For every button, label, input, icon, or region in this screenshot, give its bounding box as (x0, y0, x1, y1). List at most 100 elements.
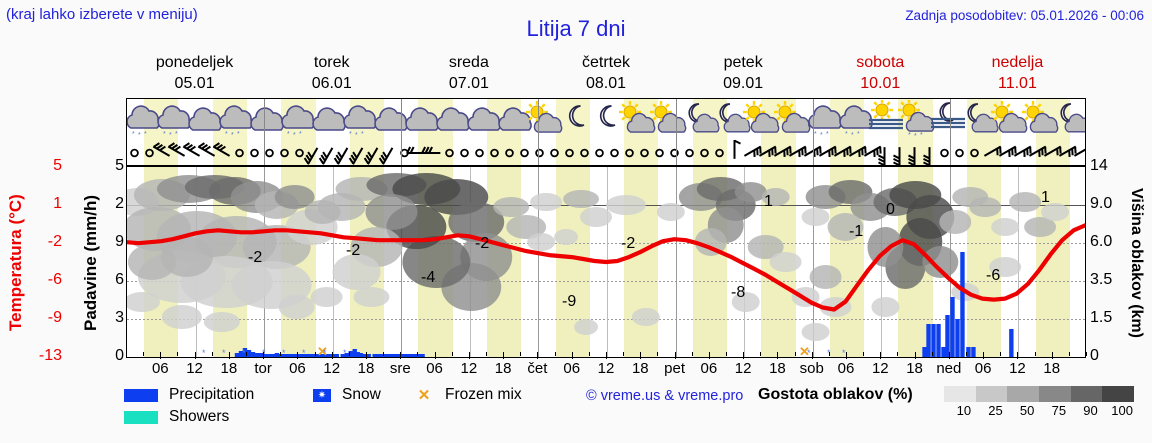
cloud-density-blob (761, 188, 790, 206)
x-axis-label: 06 (426, 360, 443, 377)
chart-gridline (127, 281, 1085, 282)
svg-text:*: * (920, 132, 923, 138)
x-axis-label: 18 (357, 360, 375, 377)
wind-barb (893, 147, 901, 165)
temperature-curve-layer (127, 223, 1085, 312)
cloud-density-blob (631, 308, 660, 326)
precipitation-bar (286, 354, 292, 357)
cloud-density-blob (769, 252, 802, 272)
cloud-density-blob (563, 190, 600, 208)
precipitation-bar (362, 354, 367, 357)
location-menu-note[interactable]: (kraj lahko izberete v meniju) (6, 6, 198, 23)
x-axis-minor-tick (400, 352, 402, 356)
precipitation-bar (400, 354, 405, 357)
day-separator (538, 99, 540, 165)
wind-calm-marker (235, 148, 244, 158)
x-axis-minor-tick (966, 352, 967, 356)
x-axis-minor-tick (1034, 352, 1036, 356)
precipitation-bar (941, 347, 946, 357)
wind-calm-marker (580, 148, 589, 158)
x-axis-minor-tick (417, 352, 419, 356)
axis-tick-label: 14 (1090, 157, 1108, 174)
cloud-density-blob (922, 246, 959, 278)
precipitation-bar (931, 324, 936, 357)
temperature-point-label: -4 (421, 269, 436, 286)
wind-barb (983, 145, 1002, 157)
x-axis-minor-tick (760, 352, 762, 356)
day-header-4: četrtek 08.01 (537, 52, 674, 96)
wind-barb (421, 146, 441, 154)
precipitation-bar (254, 353, 260, 357)
cloud-density-scale-segment (1007, 386, 1040, 402)
precipitation-bar (266, 354, 272, 357)
temperature-point-label: 1 (1041, 189, 1050, 206)
weather-icon-moon-cloud (710, 100, 751, 138)
wind-barb-row (130, 139, 1085, 165)
legend-label-precipitation: Precipitation (169, 386, 255, 403)
x-axis-label: 06 (289, 360, 306, 377)
x-axis-minor-tick (434, 352, 436, 356)
wind-calm-marker (145, 148, 154, 158)
axis-tick-label: -13 (38, 347, 62, 364)
snow-icon: * (302, 348, 306, 358)
cloud-density-blob (506, 215, 547, 239)
x-axis-minor-tick (228, 352, 230, 356)
frozen-mix-icon: ✕ (317, 344, 328, 358)
x-axis-minor-tick (126, 352, 127, 356)
cloud-density-blob (809, 265, 842, 289)
x-axis-label: 06 (151, 360, 169, 377)
x-axis-label: 18 (631, 360, 649, 377)
cloud-density-blob (1041, 203, 1070, 221)
precipitation-bar (274, 353, 280, 357)
precipitation-bar (380, 354, 385, 357)
x-axis-minor-tick (931, 352, 933, 356)
x-axis-minor-tick (657, 352, 659, 356)
svg-text:*: * (857, 131, 860, 138)
cloud-density-scale (944, 386, 1135, 402)
temperature-point-label: 1 (764, 193, 773, 210)
axis-tick-label: -2 (47, 233, 62, 250)
precipitation-bar (352, 349, 357, 357)
svg-text:*: * (814, 131, 817, 138)
x-axis-minor-tick (1068, 352, 1070, 356)
cloud-density-blob (580, 207, 612, 227)
day-date: 05.01 (174, 75, 215, 92)
day-header-6: sobota 10.01 (812, 52, 949, 96)
axis-tick-label: 0 (1090, 347, 1099, 364)
wind-barb (878, 147, 886, 165)
x-axis-minor-tick (828, 352, 830, 356)
legend-item-snow: ✷ Snow (313, 385, 381, 405)
wind-calm-marker (265, 148, 274, 158)
wind-calm-marker (520, 148, 529, 158)
weather-icon-moon (586, 100, 626, 138)
precipitation-bar (926, 324, 931, 357)
wind-barb (167, 142, 186, 157)
x-axis-minor-tick (691, 352, 693, 356)
axis-tick-label: -9 (47, 309, 62, 326)
precipitation-bar (412, 354, 417, 357)
axis-tick-label: 0 (115, 347, 124, 364)
snow-icon: * (222, 348, 226, 358)
precipitation-bar (302, 354, 308, 357)
axis-tick-label: 9 (115, 233, 124, 250)
wind-barb (758, 145, 777, 158)
cloud-density-blob (310, 287, 343, 307)
weather-icon-moon-fog (927, 100, 967, 138)
cloud-density-blob (991, 218, 1020, 236)
precipitation-bar (388, 354, 393, 357)
weather-icon-partly-sunny (741, 100, 781, 138)
day-name: sobota (856, 54, 905, 71)
day-header-7: nedelja 11.01 (949, 52, 1086, 96)
cloud-density-blob (278, 295, 315, 319)
wind-barb (212, 142, 231, 157)
x-axis-minor-tick (520, 352, 522, 356)
copyright-credit[interactable]: © vreme.us & vreme.pro (586, 388, 744, 404)
x-axis-label: 18 (1043, 360, 1061, 377)
x-axis-minor-tick (1086, 352, 1087, 356)
weather-icon-moon-cloud (1051, 100, 1085, 138)
svg-text:*: * (231, 132, 234, 138)
precipitation-bar (366, 354, 371, 357)
axis-tick-label: 5 (53, 157, 62, 174)
precipitation-bar (242, 348, 248, 357)
cloud-density-blob (365, 194, 418, 230)
